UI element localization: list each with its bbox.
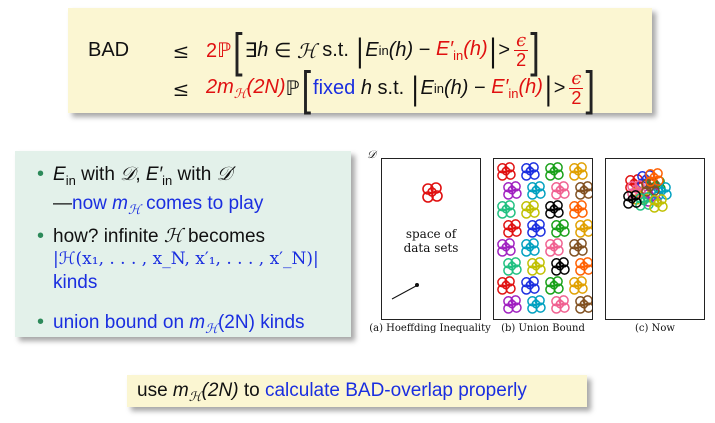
set-size-expression: |ℋ(x₁, . . . , x_N, x′₁, . . . , x′_N)| — [53, 249, 319, 269]
bullet-dot-icon: • — [37, 311, 45, 333]
blob-mark — [521, 238, 540, 257]
bullet-box: • Ein with 𝒟, E′in with 𝒟′ —now mℋ comes… — [15, 151, 351, 337]
blob-mark — [527, 257, 546, 276]
eprime-1: E′in(h) — [435, 38, 488, 63]
blob-mark — [497, 238, 516, 257]
blob-mark — [497, 162, 516, 181]
blob-mark — [497, 200, 516, 219]
blob-mark — [645, 168, 664, 187]
overlap-blobs-icon — [623, 168, 672, 213]
blob-mark — [551, 181, 570, 200]
blob-mark — [545, 162, 564, 181]
le-symbol-2: ≤ — [172, 76, 190, 101]
blob-mark — [575, 257, 594, 276]
le-symbol-1: ≤ — [172, 38, 190, 63]
blob-mark — [503, 295, 522, 314]
bottom-text: use mℋ(2N) to calculate BAD-overlap prop… — [137, 380, 527, 405]
blob-mark — [575, 295, 594, 314]
blob-mark — [527, 219, 546, 238]
blob-mark — [527, 295, 546, 314]
blob-mark — [521, 276, 540, 295]
blob-mark — [569, 200, 588, 219]
blob-mark — [545, 200, 564, 219]
blob-mark — [545, 238, 564, 257]
bottom-box: use mℋ(2N) to calculate BAD-overlap prop… — [127, 375, 587, 407]
figure-b-caption: (b) Union Bound — [501, 323, 585, 334]
blob-mark — [551, 257, 570, 276]
figure-a-panel: space of data sets — [381, 158, 481, 320]
blob-mark — [521, 200, 540, 219]
figure-b-panel — [493, 158, 594, 320]
bad-label: BAD — [88, 39, 130, 61]
blob-mark — [503, 257, 522, 276]
blob-mark — [575, 219, 594, 238]
blob-mark — [551, 219, 570, 238]
blob-mark — [503, 181, 522, 200]
blob-mark — [551, 295, 570, 314]
blob-mark — [497, 276, 516, 295]
figure-c-panel — [605, 158, 705, 320]
blob-mark — [575, 181, 594, 200]
d-label: 𝒟 — [367, 148, 376, 161]
blob-mark — [569, 162, 588, 181]
figure-c-caption: (c) Now — [635, 323, 675, 334]
blob-mark — [569, 276, 588, 295]
bullet-dot-icon: • — [37, 163, 45, 185]
figure-a-caption: (a) Hoeffding Inequality — [369, 323, 491, 334]
blob-mark — [503, 219, 522, 238]
blob-mark — [545, 276, 564, 295]
union-blobs-icon — [497, 162, 594, 314]
eprime-2: E′in(h) — [491, 76, 543, 101]
bullet-1: • Ein with 𝒟, E′in with 𝒟′ —now mℋ comes… — [37, 163, 264, 218]
coef-1: 2ℙ — [206, 40, 232, 62]
blob-mark — [569, 238, 588, 257]
blob-mark — [623, 190, 642, 209]
bullet-3: • union bound on mℋ(2N) kinds — [37, 311, 305, 337]
space-label: space of data sets — [403, 227, 459, 255]
exists: ∃ — [244, 40, 258, 62]
bullet-dot-icon: • — [37, 225, 45, 247]
hoeffding-blob-icon — [391, 182, 443, 300]
blob-mark — [649, 194, 668, 213]
coef-2: 2mℋ(2N) — [206, 75, 286, 102]
fixed-word: fixed — [313, 77, 356, 99]
bullet-2: • how? infinite ℋ becomes |ℋ(x₁, . . . ,… — [37, 225, 319, 293]
blob-mark — [527, 181, 546, 200]
blob-mark — [521, 162, 540, 181]
